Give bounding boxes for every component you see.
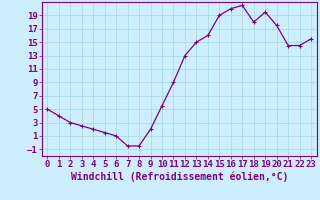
X-axis label: Windchill (Refroidissement éolien,°C): Windchill (Refroidissement éolien,°C)	[70, 172, 288, 182]
